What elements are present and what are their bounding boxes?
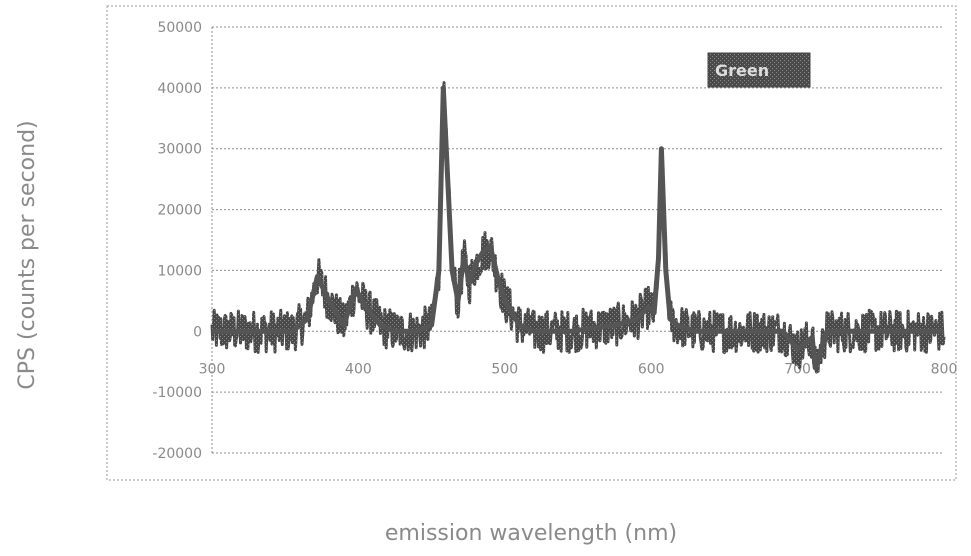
y-tick-labels: -20000 -10000 0 10000 20000 30000 40000 50000 [152, 20, 202, 462]
y-axis-title: CPS (counts per second) [15, 120, 40, 389]
legend-label-0: Green [715, 61, 769, 80]
x-tick-label-5: 800 [931, 361, 958, 377]
legend: Green [707, 52, 811, 88]
chart-frame [106, 5, 957, 481]
series-lines [210, 81, 946, 374]
y-tick-label-1: -10000 [152, 385, 202, 401]
x-tick-labels: 300 400 500 600 700 800 [199, 361, 958, 377]
y-tick-label-0: -20000 [152, 446, 202, 462]
y-tick-label-7: 50000 [157, 20, 202, 36]
y-tick-label-5: 30000 [157, 142, 202, 158]
x-tick-label-3: 600 [638, 361, 665, 377]
x-tick-label-2: 500 [491, 361, 518, 377]
x-tick-label-1: 400 [345, 361, 372, 377]
y-tick-label-6: 40000 [157, 81, 202, 97]
legend-swatch-0 [707, 52, 811, 88]
y-tick-label-3: 10000 [157, 263, 202, 279]
grid-lines [211, 26, 944, 454]
x-axis-title: emission wavelength (nm) [385, 521, 677, 546]
x-tick-label-0: 300 [199, 361, 226, 377]
series-line-0 [212, 85, 944, 371]
y-tick-label-2: 0 [193, 324, 202, 340]
x-tick-label-4: 700 [784, 361, 811, 377]
y-tick-label-4: 20000 [157, 203, 202, 219]
